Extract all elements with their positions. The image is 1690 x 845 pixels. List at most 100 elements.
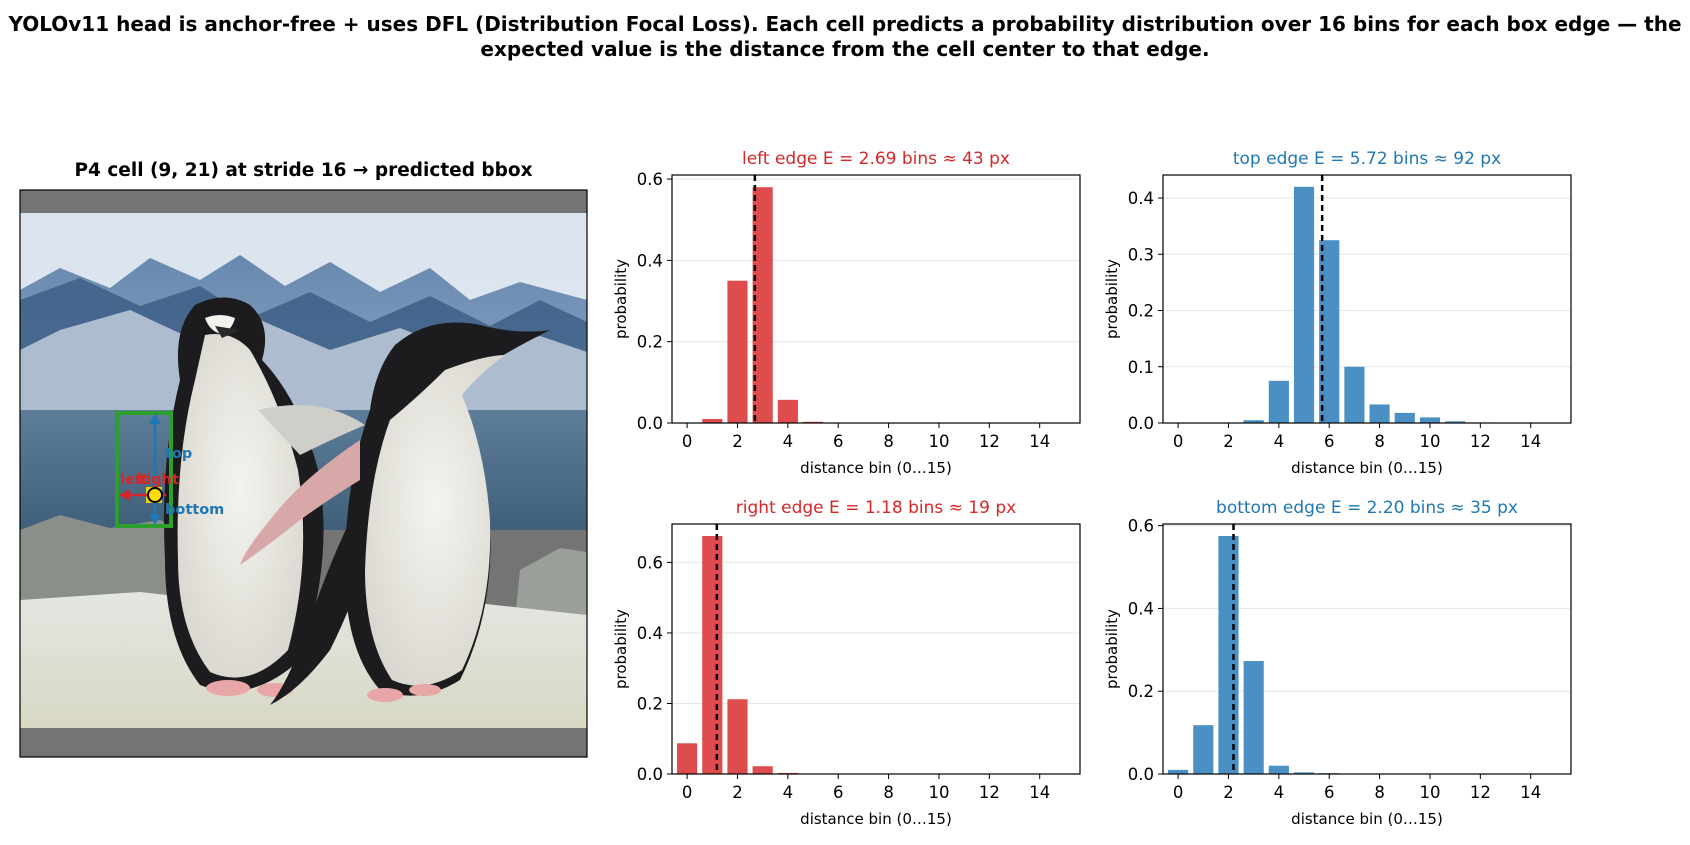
x-axis-label: distance bin (0…15) — [1291, 459, 1443, 477]
bar-bin-3 — [1243, 420, 1264, 423]
bar-bin-5 — [802, 421, 824, 423]
bar-bin-4 — [1268, 765, 1289, 774]
chart-4: 0.0 0.2 0.4 0.6 0 2 4 6 8 10 12 14 bottom edge E = 2… — [1103, 498, 1572, 828]
y-tick-label: 0.2 — [637, 694, 663, 713]
bar-bin-7 — [1344, 366, 1365, 423]
x-tick-label: 8 — [883, 432, 894, 451]
bar-bin-2 — [1218, 536, 1239, 774]
x-axis-label: distance bin (0…15) — [1291, 810, 1443, 828]
y-tick-label: 0.0 — [1128, 765, 1154, 784]
bar-bin-4 — [1268, 380, 1289, 423]
bottom-label: bottom — [165, 502, 224, 518]
photo-panel: top left right bottom — [19, 189, 588, 758]
x-tick-label: 6 — [1324, 783, 1335, 802]
axes-frame — [671, 523, 1081, 775]
x-tick-label: 10 — [1419, 783, 1440, 802]
top-arrowhead — [149, 413, 161, 424]
penguin-photo — [20, 213, 587, 728]
bar-bin-6 — [1319, 240, 1340, 423]
bar-bin-1 — [702, 535, 723, 774]
chart-title: left edge E = 2.69 bins ≈ 43 px — [742, 149, 1010, 169]
y-tick-label: 0.6 — [637, 170, 663, 189]
x-tick-label: 0 — [1173, 432, 1184, 451]
bar-bin-3 — [752, 766, 773, 774]
y-tick-label: 0.6 — [637, 553, 663, 572]
bar-bin-2 — [727, 280, 748, 423]
x-tick-label: 10 — [928, 783, 949, 802]
chart-1: 0.0 0.2 0.4 0.6 0 2 4 6 8 10 12 14 left edge E = 2.6… — [612, 149, 1081, 477]
x-tick-label: 4 — [783, 783, 794, 802]
x-tick-label: 0 — [682, 432, 693, 451]
predicted-bbox — [115, 411, 173, 528]
x-axis-label: distance bin (0…15) — [800, 810, 952, 828]
y-tick-label: 0.0 — [637, 765, 663, 784]
dfl-distribution-charts: 0.0 0.2 0.4 0.6 0 2 4 6 8 10 12 14 left edge E = 2.6… — [612, 149, 1572, 828]
y-axis-label: probability — [1103, 609, 1121, 689]
y-axis-label: probability — [612, 259, 630, 339]
y-tick-label: 0.2 — [1128, 302, 1154, 321]
y-tick-label: 0.4 — [1128, 189, 1154, 208]
y-tick-label: 0.0 — [637, 414, 663, 433]
x-tick-label: 10 — [928, 432, 949, 451]
y-tick-label: 0.6 — [1128, 517, 1154, 536]
y-tick-label: 0.4 — [637, 251, 663, 270]
bar-bin-4 — [777, 399, 798, 423]
y-tick-label: 0.0 — [1128, 414, 1154, 433]
chart-title: top edge E = 5.72 bins ≈ 92 px — [1233, 149, 1501, 169]
figure-title: YOLOv11 head is anchor-free + uses DFL (… — [8, 12, 1682, 61]
y-tick-label: 0.4 — [1128, 599, 1154, 618]
bar-bin-1 — [702, 418, 723, 423]
bar-bin-3 — [1243, 661, 1264, 774]
bar-bin-2 — [727, 699, 748, 774]
x-tick-label: 12 — [979, 432, 1000, 451]
photo-frame — [19, 189, 588, 758]
y-tick-label: 0.1 — [1128, 358, 1154, 377]
bar-bin-5 — [1293, 186, 1315, 423]
left-arrowhead — [119, 489, 130, 501]
x-tick-label: 8 — [1374, 432, 1385, 451]
axes-frame — [1162, 523, 1572, 775]
x-tick-label: 6 — [833, 432, 844, 451]
right-label: right — [139, 472, 179, 488]
chart-title: bottom edge E = 2.20 bins ≈ 35 px — [1216, 498, 1518, 518]
x-axis-label: distance bin (0…15) — [800, 459, 952, 477]
bar-bin-5 — [1293, 772, 1315, 774]
x-tick-label: 6 — [833, 783, 844, 802]
x-tick-label: 8 — [1374, 783, 1385, 802]
x-tick-label: 4 — [1274, 783, 1285, 802]
bar-bin-1 — [1193, 725, 1214, 774]
bar-bin-0 — [677, 743, 698, 774]
bottom-arrowhead — [149, 514, 161, 525]
x-tick-label: 2 — [732, 432, 743, 451]
axes-frame — [671, 174, 1081, 424]
y-tick-label: 0.2 — [637, 333, 663, 352]
y-tick-label: 0.2 — [1128, 682, 1154, 701]
photo-panel-title: P4 cell (9, 21) at stride 16 → predicted… — [74, 160, 533, 181]
chart-2: 0.0 0.1 0.2 0.3 0.4 0 2 4 6 8 10 12 14 top edge E = 5… — [1103, 149, 1572, 477]
x-tick-label: 4 — [1274, 432, 1285, 451]
x-tick-label: 2 — [732, 783, 743, 802]
x-tick-label: 10 — [1419, 432, 1440, 451]
x-tick-label: 14 — [1029, 432, 1050, 451]
chart-title: right edge E = 1.18 bins ≈ 19 px — [736, 498, 1016, 518]
y-tick-label: 0.3 — [1128, 245, 1154, 264]
x-tick-label: 2 — [1223, 432, 1234, 451]
bar-bin-3 — [752, 187, 773, 423]
x-tick-label: 12 — [1470, 432, 1491, 451]
bar-bin-11 — [1445, 421, 1466, 423]
x-tick-label: 8 — [883, 783, 894, 802]
x-tick-label: 12 — [979, 783, 1000, 802]
x-tick-label: 0 — [1173, 783, 1184, 802]
x-tick-label: 4 — [783, 432, 794, 451]
chart-3: 0.0 0.2 0.4 0.6 0 2 4 6 8 10 12 14 right edge E = 1.… — [612, 498, 1081, 828]
top-label: top — [165, 446, 192, 462]
axes-frame — [1162, 174, 1572, 424]
x-tick-label: 14 — [1029, 783, 1050, 802]
x-tick-label: 14 — [1520, 783, 1541, 802]
x-tick-label: 12 — [1470, 783, 1491, 802]
bar-bin-9 — [1394, 412, 1415, 423]
left-label: left — [120, 472, 148, 488]
x-tick-label: 2 — [1223, 783, 1234, 802]
cell-center-marker — [147, 487, 163, 503]
